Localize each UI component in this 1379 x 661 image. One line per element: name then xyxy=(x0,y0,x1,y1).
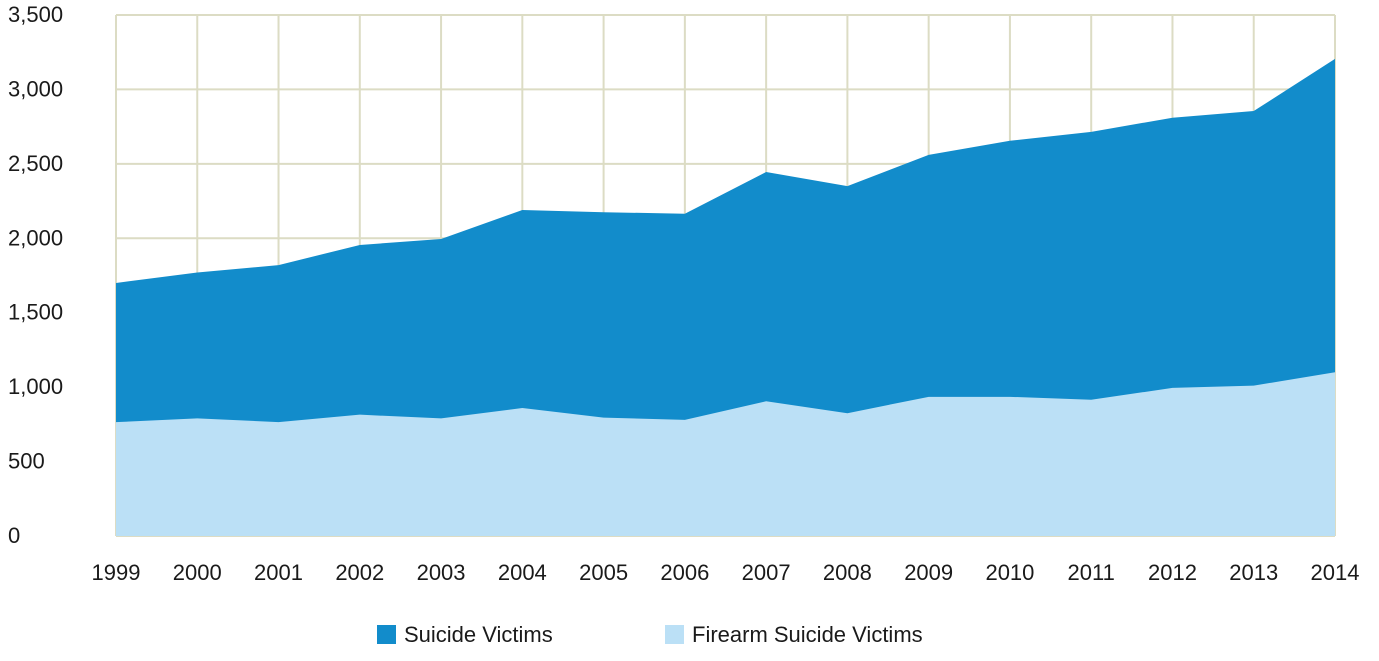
x-tick-label: 2008 xyxy=(823,560,872,585)
y-tick-label: 3,500 xyxy=(8,2,63,27)
y-tick-label: 1,500 xyxy=(8,300,63,325)
series-areas xyxy=(116,58,1335,537)
legend-label-firearm-suicide-victims: Firearm Suicide Victims xyxy=(692,622,923,647)
x-tick-label: 2002 xyxy=(335,560,384,585)
x-tick-label: 2012 xyxy=(1148,560,1197,585)
axes: 0 500 1,000 1,500 2,000 2,500 3,000 3,500 1999 20… xyxy=(8,2,1359,585)
x-tick-label: 2003 xyxy=(417,560,466,585)
x-tick-label: 1999 xyxy=(92,560,141,585)
x-tick-label: 2014 xyxy=(1311,560,1360,585)
x-tick-label: 2009 xyxy=(904,560,953,585)
legend-swatch-suicide-victims xyxy=(377,625,396,644)
y-tick-label: 1,000 xyxy=(8,374,63,399)
x-tick-label: 2010 xyxy=(985,560,1034,585)
legend-swatch-firearm-suicide-victims xyxy=(665,625,684,644)
x-tick-label: 2000 xyxy=(173,560,222,585)
x-tick-label: 2013 xyxy=(1229,560,1278,585)
legend-label-suicide-victims: Suicide Victims xyxy=(404,622,553,647)
y-tick-label: 2,000 xyxy=(8,225,63,250)
x-tick-label: 2005 xyxy=(579,560,628,585)
x-tick-label: 2011 xyxy=(1068,560,1115,585)
x-tick-label: 2001 xyxy=(254,560,303,585)
legend: Suicide Victims Firearm Suicide Victims xyxy=(377,622,923,647)
x-tick-label: 2004 xyxy=(498,560,547,585)
y-tick-label: 2,500 xyxy=(8,151,63,176)
y-tick-label: 3,000 xyxy=(8,76,63,101)
y-tick-label: 0 xyxy=(8,523,20,548)
area-series-firearm-suicide-victims xyxy=(116,372,1335,536)
x-tick-label: 2007 xyxy=(742,560,791,585)
y-tick-label: 500 xyxy=(8,449,45,474)
x-tick-label: 2006 xyxy=(660,560,709,585)
